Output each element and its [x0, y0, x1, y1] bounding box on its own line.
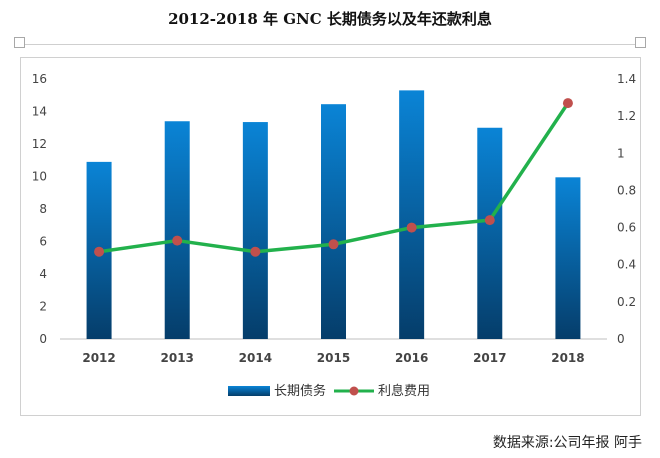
- interest-point-2017: [484, 215, 495, 226]
- interest-point-2013: [172, 235, 183, 246]
- right-resize-handle[interactable]: [635, 37, 646, 48]
- y-right-tick-label: 1: [617, 146, 625, 160]
- x-tick-label: 2017: [473, 351, 506, 365]
- y-left-tick-label: 8: [39, 202, 47, 216]
- y-left-tick-label: 2: [39, 300, 47, 314]
- chart-title: 2012-2018 年 GNC 长期债务以及年还款利息: [168, 10, 492, 28]
- legend-label-interest: 利息费用: [378, 383, 430, 399]
- y-left-tick-label: 16: [32, 72, 47, 86]
- legend-label-debt: 长期债务: [274, 383, 326, 399]
- interest-point-2012: [94, 246, 105, 257]
- bar-debt-2013: [164, 121, 190, 339]
- y-right-tick-label: 0.6: [617, 221, 636, 235]
- title-divider: [14, 44, 646, 45]
- y-right-tick-label: 0: [617, 332, 625, 346]
- bar-debt-2014: [242, 122, 268, 339]
- bar-debt-2015: [321, 104, 346, 339]
- y-right-tick-label: 0.2: [617, 295, 636, 309]
- y-left-tick-label: 10: [32, 170, 47, 184]
- interest-point-2018: [562, 98, 573, 109]
- legend-swatch-debt: [228, 386, 270, 396]
- bar-debt-2017: [477, 127, 503, 339]
- y-left-tick-label: 0: [39, 332, 47, 346]
- x-tick-label: 2015: [317, 351, 350, 365]
- y-left-tick-label: 12: [32, 137, 47, 151]
- interest-point-2016: [406, 222, 417, 233]
- left-resize-handle[interactable]: [14, 37, 25, 48]
- interest-point-2014: [250, 246, 261, 257]
- bar-debt-2016: [399, 90, 425, 339]
- line-group: [94, 98, 573, 257]
- y-right-tick-label: 0.8: [617, 183, 636, 197]
- x-tick-label: 2012: [82, 351, 115, 365]
- axes-group: 0 2 4 6 8 10 12 14 16 0 0.2 0.4 0.6 0.8 1 1.2 1.4 2012 201…: [32, 72, 636, 365]
- legend: 长期债务 利息费用: [228, 383, 430, 399]
- y-left-tick-label: 4: [39, 267, 47, 281]
- bars-group: [86, 90, 581, 339]
- chart-frame: [20, 57, 641, 416]
- x-tick-label: 2018: [551, 351, 584, 365]
- y-left-tick-label: 14: [32, 105, 47, 119]
- y-right-tick-label: 1.4: [617, 72, 636, 86]
- legend-marker-interest: [349, 386, 359, 396]
- y-right-tick-label: 0.4: [617, 258, 636, 272]
- source-note: 数据来源:公司年报 阿手: [492, 435, 642, 451]
- interest-point-2015: [328, 239, 339, 250]
- x-tick-label: 2016: [395, 351, 428, 365]
- y-right-tick-label: 1.2: [617, 109, 636, 123]
- bar-debt-2018: [555, 177, 581, 339]
- x-tick-label: 2014: [239, 351, 272, 365]
- x-tick-label: 2013: [161, 351, 194, 365]
- y-left-tick-label: 6: [39, 235, 47, 249]
